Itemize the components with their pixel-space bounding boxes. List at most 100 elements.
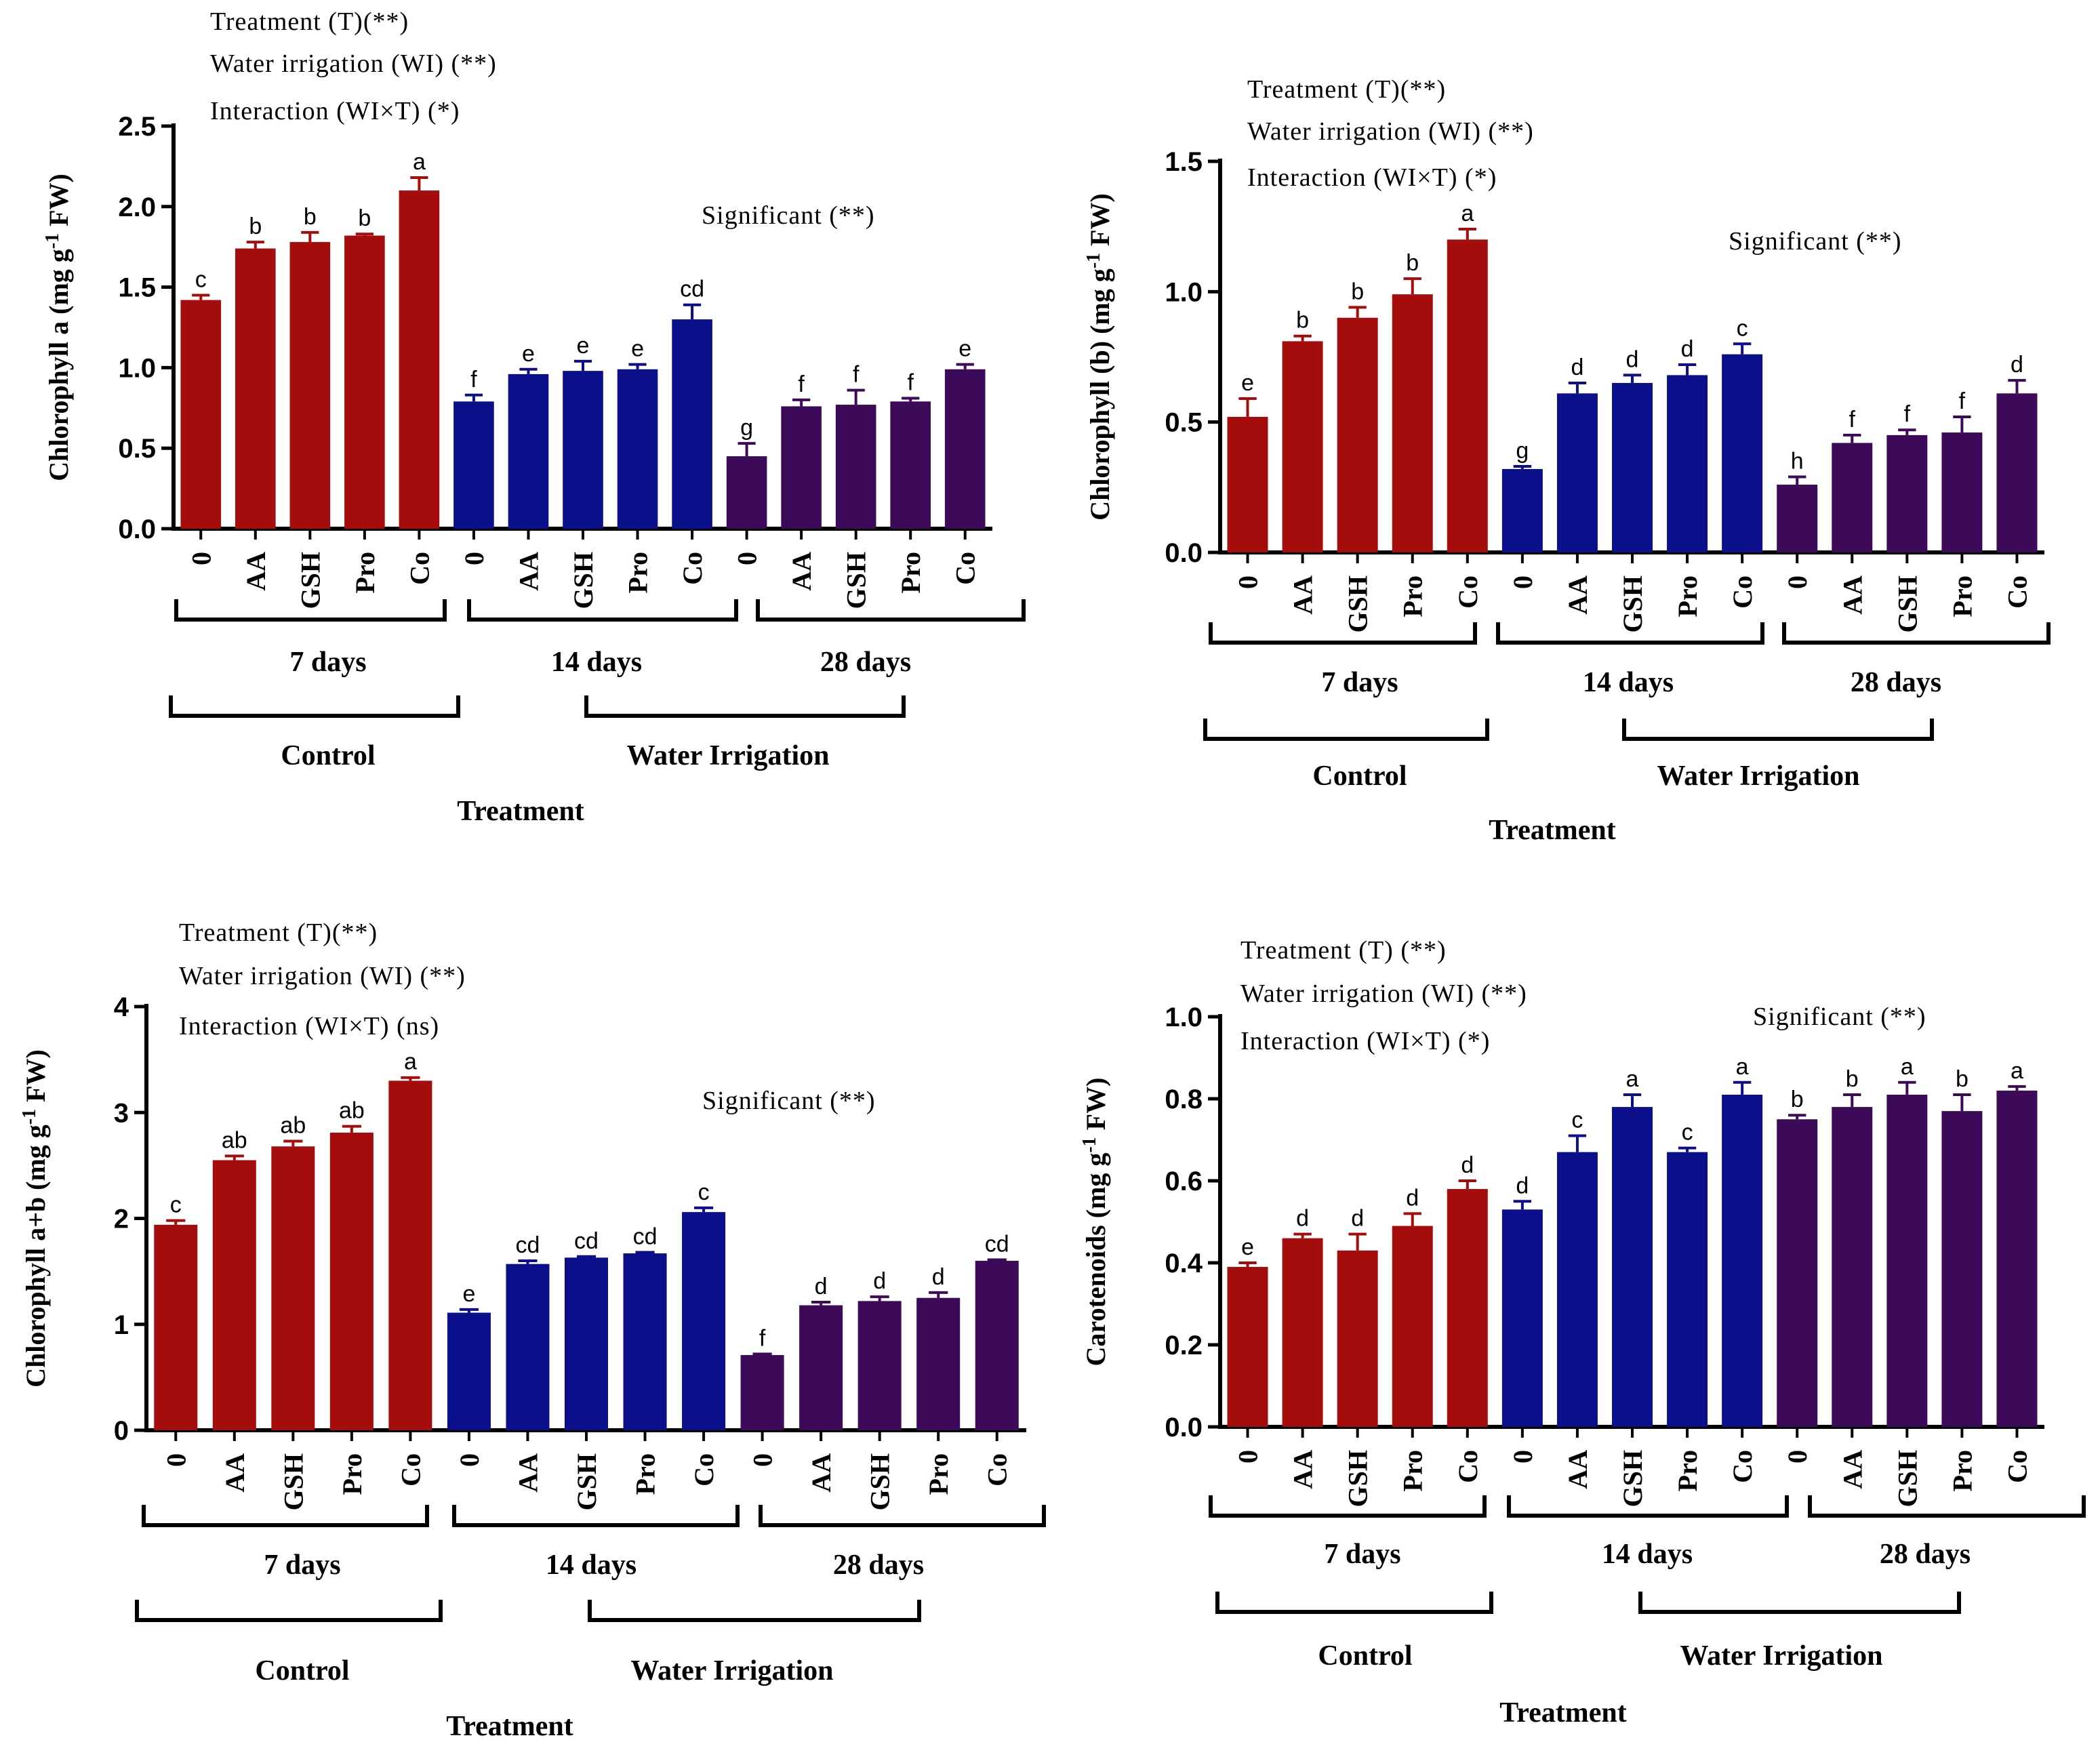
annotation-2: Water irrigation (WI) (**) [1240,979,1527,1008]
y-tick-label: 0.4 [1165,1249,1203,1278]
y-tick-label: 1.0 [1165,277,1203,307]
x-tick-label: 0 [1233,575,1264,589]
x-tick-label: GSH [571,1453,602,1510]
bar-14-days-gsh [564,1257,609,1430]
y-tick-label: 2.5 [118,112,156,142]
x-tick-label: 0 [459,552,489,565]
bar-14-days-0 [447,1312,491,1430]
significance-letter: a [404,1049,417,1075]
day-label: 28 days [1880,1539,1971,1570]
x-tick-label: Co [395,1453,426,1487]
bar-14-days-pro [623,1253,667,1430]
x-tick-label: 0 [1508,1450,1538,1463]
x-tick-label: AA [1562,575,1593,615]
day-bracket [174,599,447,622]
significance-letter: b [1791,1087,1804,1112]
x-tick-label: Pro [623,552,653,593]
x-tick-label: Pro [1398,575,1428,617]
x-tick-label: AA [241,552,271,591]
significance-letter: g [1516,438,1529,464]
y-axis-label: Carotenoids (mg g-1 FW) [1079,1078,1111,1367]
x-tick-label: 0 [1782,575,1813,589]
annotation-3: Interaction (WI×T) (ns) [179,1012,439,1040]
x-tick-label: GSH [841,552,872,609]
x-tick-label: GSH [1343,1450,1373,1507]
bar-7-days-pro [344,235,385,529]
bar-14-days-gsh [563,371,603,529]
x-tick-label: Pro [1672,575,1703,617]
y-tick-label: 0.2 [1165,1331,1203,1360]
bar-14-days-pro [1667,375,1708,552]
x-tick-label: AA [786,552,817,591]
x-tick-label: Co [404,552,435,585]
day-bracket [756,599,1026,622]
x-tick-label: Co [677,552,708,585]
x-tick-label: Pro [1947,1450,1977,1491]
bar-7-days-co [388,1080,432,1430]
bar-14-days-aa [508,373,549,529]
control-label: Control [1318,1640,1412,1672]
x-tick-label: GSH [278,1453,308,1510]
bar-7-days-co [399,190,440,529]
significance-letter: c [1682,1120,1693,1146]
y-tick-label: 4 [114,992,129,1022]
annotation-1: Treatment (T) (**) [1240,936,1447,965]
significance-letter: ab [280,1112,306,1138]
group-bracket [588,1600,921,1622]
significance-letter: f [1904,401,1911,427]
x-tick-label: GSH [1617,575,1648,632]
significance-letter: d [1681,336,1694,362]
group-bracket [1203,719,1489,741]
significance-letter: d [1626,346,1639,372]
x-tick-label: Co [1727,575,1758,609]
x-tick-label: Co [2002,1450,2032,1483]
y-tick-label: 0 [114,1416,129,1446]
bar-28-days-0 [1777,484,1818,552]
x-tick-label: Co [1453,575,1483,609]
bar-14-days-gsh [1612,1107,1653,1427]
control-label: Control [281,740,375,771]
bar-28-days-pro [1941,432,1983,552]
significance-label: Significant (**) [1729,227,1902,256]
annotation-2: Water irrigation (WI) (**) [179,962,466,990]
significance-letter: c [698,1179,710,1205]
significance-letter: f [759,1326,766,1352]
x-tick-label: Pro [1672,1450,1703,1491]
bar-7-days-0 [1227,416,1268,552]
significance-letter: cd [633,1224,658,1250]
significance-letter: c [170,1192,182,1218]
x-tick-label: 0 [1233,1450,1264,1463]
significance-letter: d [1351,1206,1364,1232]
bar-7-days-gsh [1337,1250,1378,1427]
water-irrigation-label: Water Irrigation [630,1655,833,1686]
x-tick-label: AA [1288,1450,1318,1489]
x-tick-label: Co [982,1453,1013,1487]
day-bracket [1209,622,1477,645]
significance-letter: c [1737,315,1748,341]
bar-7-days-gsh [271,1146,315,1430]
significance-letter: g [740,415,753,441]
x-tick-label: AA [513,552,544,591]
significance-label: Significant (**) [702,201,875,230]
group-bracket [169,695,460,718]
x-tick-label: 0 [1508,575,1538,589]
day-bracket [1782,622,2051,645]
y-tick-label: 0.5 [1165,408,1203,438]
significance-letter: b [358,205,371,231]
bar-14-days-co [1722,1094,1763,1427]
annotation-2: Water irrigation (WI) (**) [210,49,497,78]
bar-14-days-0 [1501,1209,1543,1427]
significance-letter: a [2011,1058,2023,1084]
y-tick-label: 0.0 [1165,1413,1203,1442]
y-tick-label: 1.5 [1165,147,1203,177]
day-bracket [467,599,738,622]
x-tick-label: GSH [865,1453,895,1510]
bar-7-days-co [1447,239,1488,552]
significance-label: Significant (**) [702,1087,876,1115]
x-tick-label: Pro [1398,1450,1428,1491]
significance-letter: e [958,336,971,362]
annotation-2: Water irrigation (WI) (**) [1247,117,1534,146]
bar-7-days-aa [1282,1238,1323,1427]
bar-28-days-0 [726,456,767,529]
y-tick-label: 0.5 [118,434,156,464]
